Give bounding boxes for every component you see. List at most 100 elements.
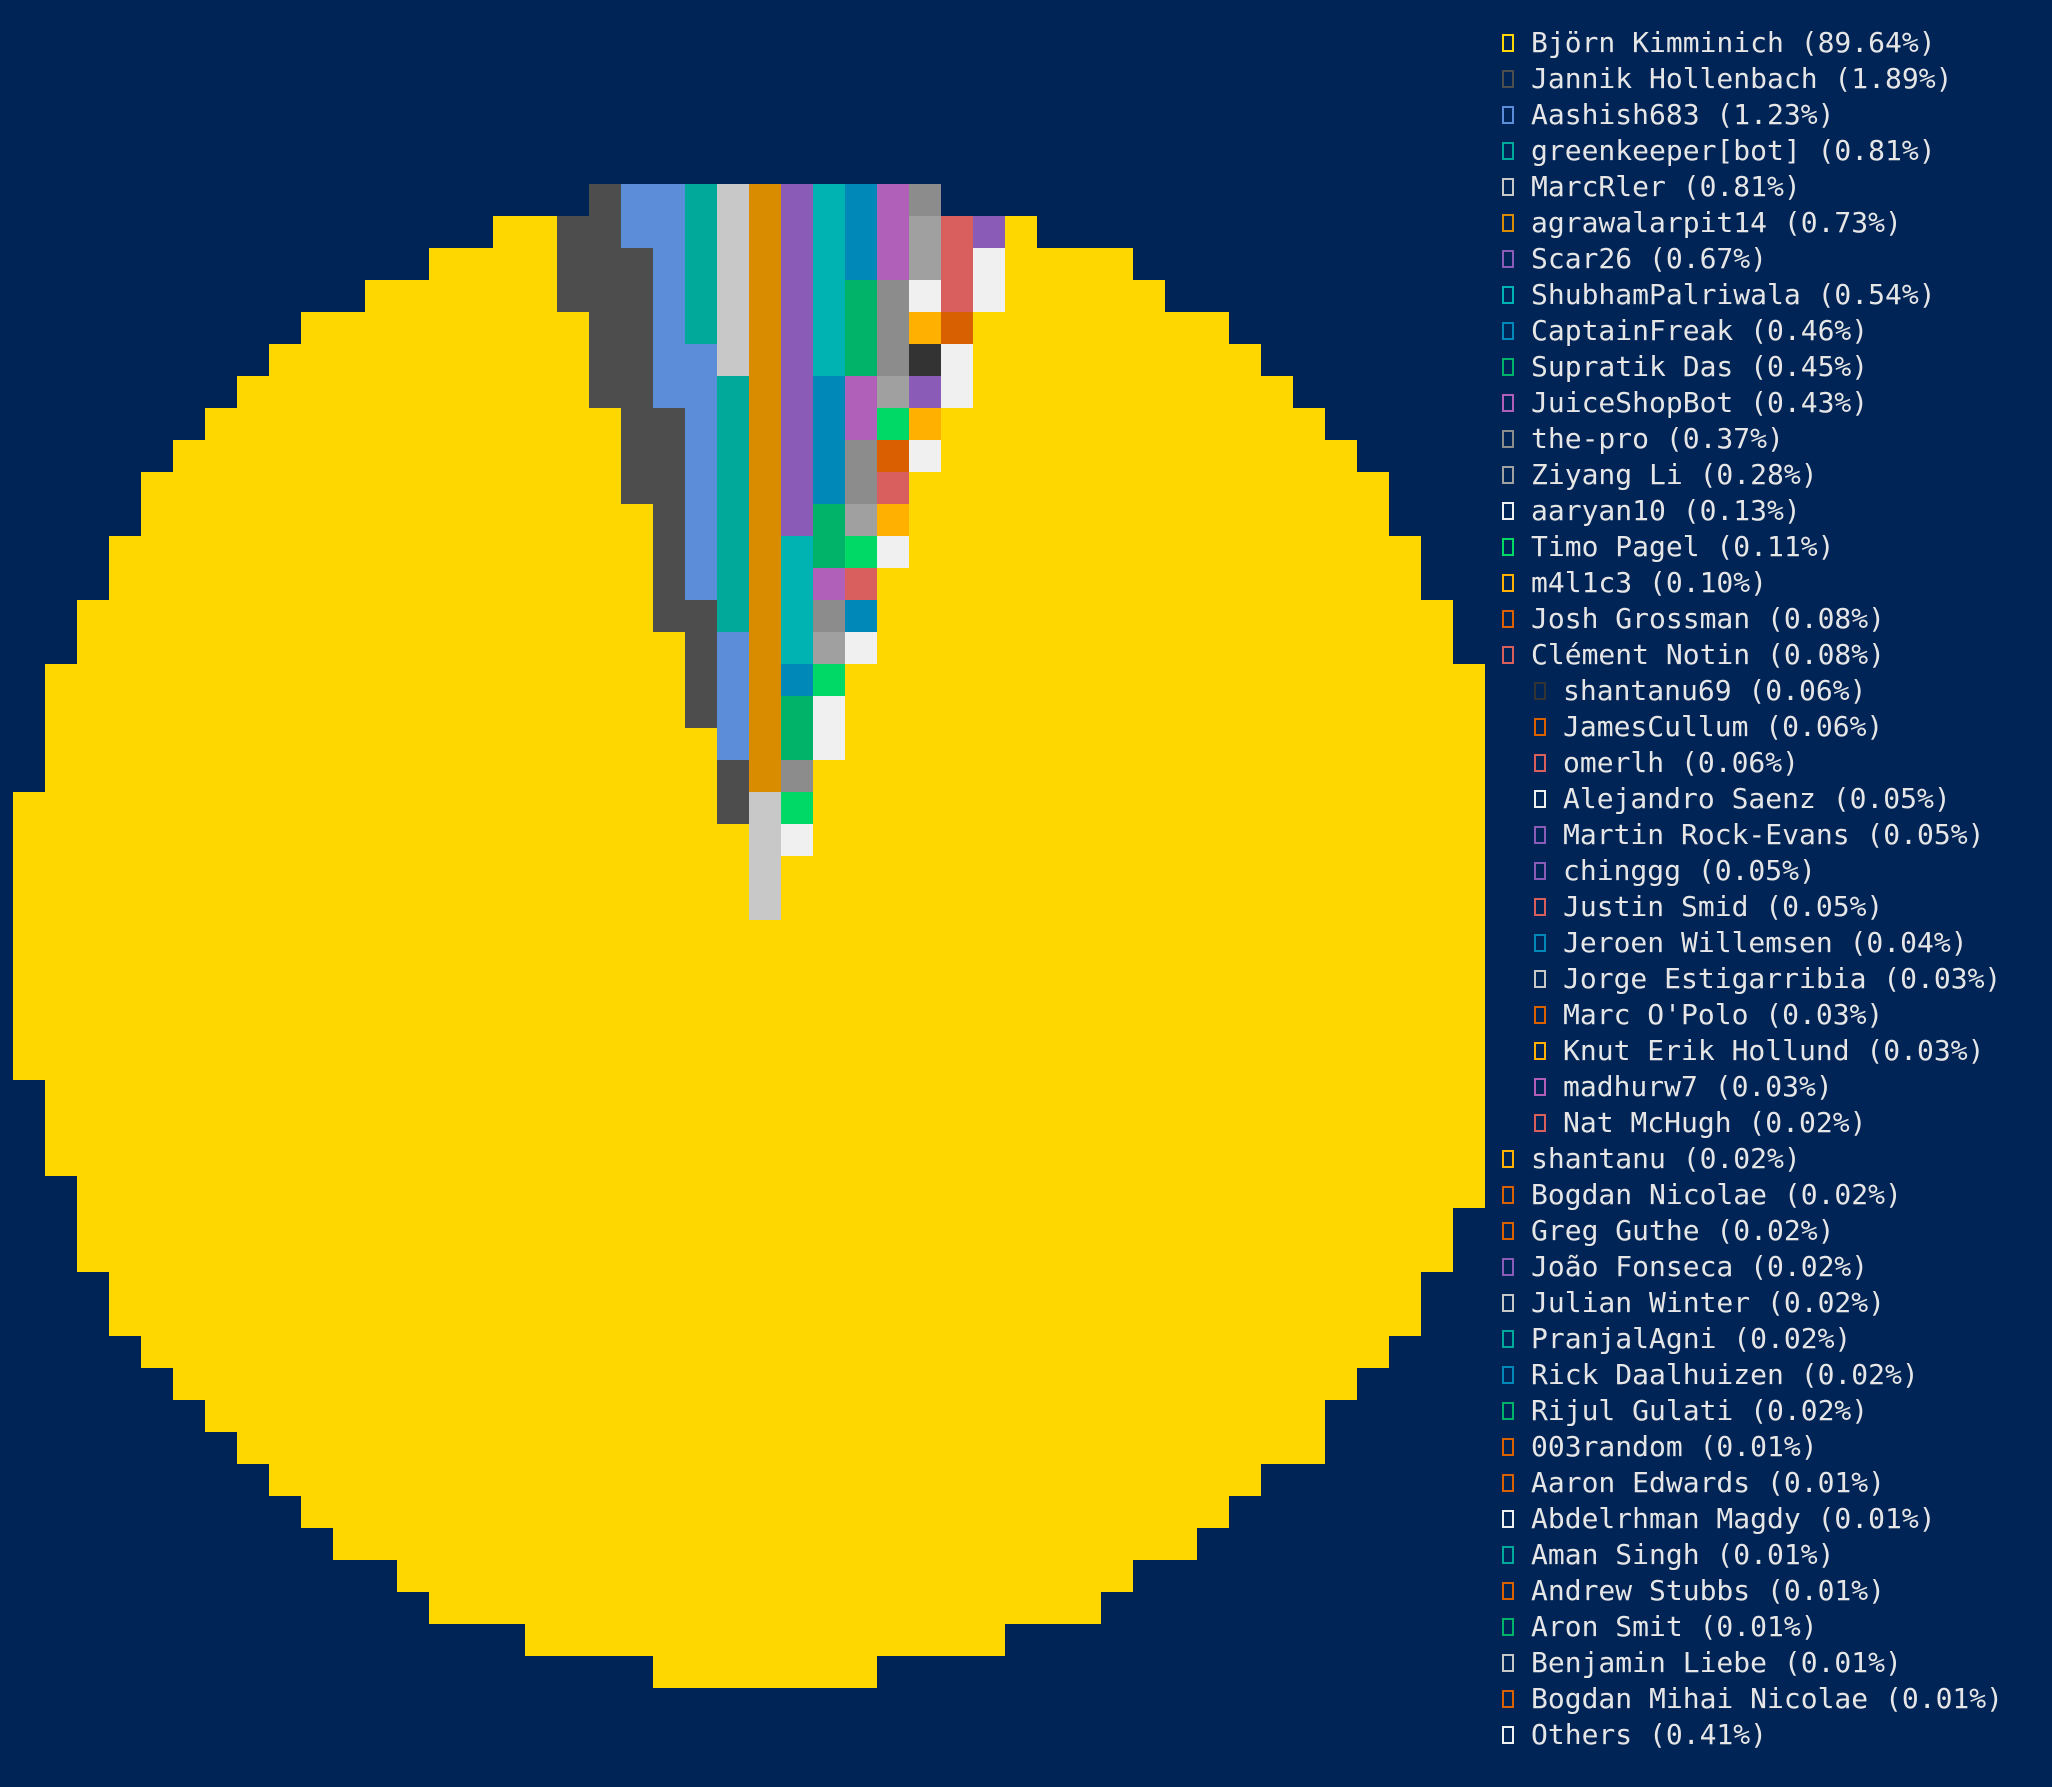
pie-cell	[1357, 696, 1389, 728]
pie-cell	[493, 1272, 525, 1304]
pie-cell	[1325, 792, 1357, 824]
pie-cell	[109, 1208, 141, 1240]
pie-cell	[237, 952, 269, 984]
pie-cell	[237, 760, 269, 792]
pie-cell	[589, 1144, 621, 1176]
pie-cell	[301, 1048, 333, 1080]
pie-cell	[333, 440, 365, 472]
pie-cell	[493, 568, 525, 600]
pie-cell	[749, 1048, 781, 1080]
pie-cell	[1005, 792, 1037, 824]
pie-cell	[525, 1016, 557, 1048]
pie-cell	[717, 1656, 749, 1688]
pie-cell	[813, 1592, 845, 1624]
pie-cell	[909, 664, 941, 696]
pie-cell	[749, 600, 781, 632]
pie-cell	[141, 1304, 173, 1336]
legend-label: CaptainFreak (0.46%)	[1531, 314, 1869, 347]
pie-cell	[301, 1272, 333, 1304]
pie-cell	[877, 1080, 909, 1112]
pie-cell	[621, 792, 653, 824]
pie-cell	[141, 824, 173, 856]
pie-cell	[557, 760, 589, 792]
legend-swatch-icon	[1502, 1474, 1514, 1492]
pie-cell	[333, 696, 365, 728]
pie-cell	[77, 600, 109, 632]
pie-cell	[45, 1112, 77, 1144]
pie-cell	[845, 1656, 877, 1688]
pie-cell	[397, 1400, 429, 1432]
pie-cell	[621, 632, 653, 664]
pie-cell	[941, 376, 973, 408]
pie-cell	[1133, 1272, 1165, 1304]
pie-cell	[493, 504, 525, 536]
pie-cell	[13, 792, 45, 824]
pie-cell	[685, 440, 717, 472]
pie-cell	[365, 1432, 397, 1464]
pie-cell	[1037, 1176, 1069, 1208]
pie-cell	[1133, 408, 1165, 440]
pie-cell	[685, 1432, 717, 1464]
pie-slice	[941, 280, 973, 312]
pie-cell	[1453, 728, 1485, 760]
pie-cell	[557, 664, 589, 696]
pie-cell	[1261, 600, 1293, 632]
legend-label: shantanu69 (0.06%)	[1563, 674, 1867, 707]
pie-cell	[333, 568, 365, 600]
pie-cell	[621, 1016, 653, 1048]
pie-cell	[397, 760, 429, 792]
pie-cell	[1261, 376, 1293, 408]
pie-cell	[1101, 1464, 1133, 1496]
pie-cell	[1389, 1144, 1421, 1176]
pie-cell	[301, 920, 333, 952]
pie-cell	[781, 472, 813, 504]
pie-cell	[749, 1304, 781, 1336]
pie-cell	[397, 1048, 429, 1080]
pie-cell	[365, 952, 397, 984]
pie-cell	[301, 1400, 333, 1432]
pie-cell	[909, 1560, 941, 1592]
pie-cell	[973, 1624, 1005, 1656]
legend-label: Björn Kimminich (89.64%)	[1531, 26, 1936, 59]
pie-cell	[749, 280, 781, 312]
pie-cell	[301, 1432, 333, 1464]
pie-cell	[173, 984, 205, 1016]
pie-cell	[1133, 952, 1165, 984]
pie-cell	[493, 1048, 525, 1080]
pie-cell	[397, 568, 429, 600]
pie-cell	[237, 1368, 269, 1400]
pie-cell	[141, 664, 173, 696]
pie-cell	[941, 760, 973, 792]
pie-cell	[781, 728, 813, 760]
pie-cell	[1389, 952, 1421, 984]
pie-cell	[1069, 472, 1101, 504]
pie-cell	[845, 568, 877, 600]
pie-cell	[301, 1240, 333, 1272]
pie-cell	[589, 1048, 621, 1080]
pie-cell	[1069, 728, 1101, 760]
pie-cell	[269, 1048, 301, 1080]
pie-cell	[941, 1528, 973, 1560]
pie-cell	[1261, 504, 1293, 536]
pie-cell	[941, 1400, 973, 1432]
pie-cell	[845, 920, 877, 952]
pie-cell	[493, 1400, 525, 1432]
pie-cell	[461, 1208, 493, 1240]
pie-cell	[1069, 984, 1101, 1016]
pie-cell	[45, 984, 77, 1016]
pie-cell	[749, 760, 781, 792]
pie-cell	[1133, 888, 1165, 920]
pie-cell	[845, 1176, 877, 1208]
pie-cell	[909, 280, 941, 312]
pie-cell	[1357, 1080, 1389, 1112]
legend-label: MarcRler (0.81%)	[1531, 170, 1801, 203]
legend-swatch-icon	[1502, 1546, 1514, 1564]
legend-label: PranjalAgni (0.02%)	[1531, 1322, 1852, 1355]
legend-label: Alejandro Saenz (0.05%)	[1563, 782, 1951, 815]
pie-cell	[461, 1400, 493, 1432]
pie-cell	[525, 376, 557, 408]
pie-cell	[1197, 504, 1229, 536]
pie-cell	[1325, 1112, 1357, 1144]
pie-cell	[589, 248, 621, 280]
pie-cell	[1293, 984, 1325, 1016]
